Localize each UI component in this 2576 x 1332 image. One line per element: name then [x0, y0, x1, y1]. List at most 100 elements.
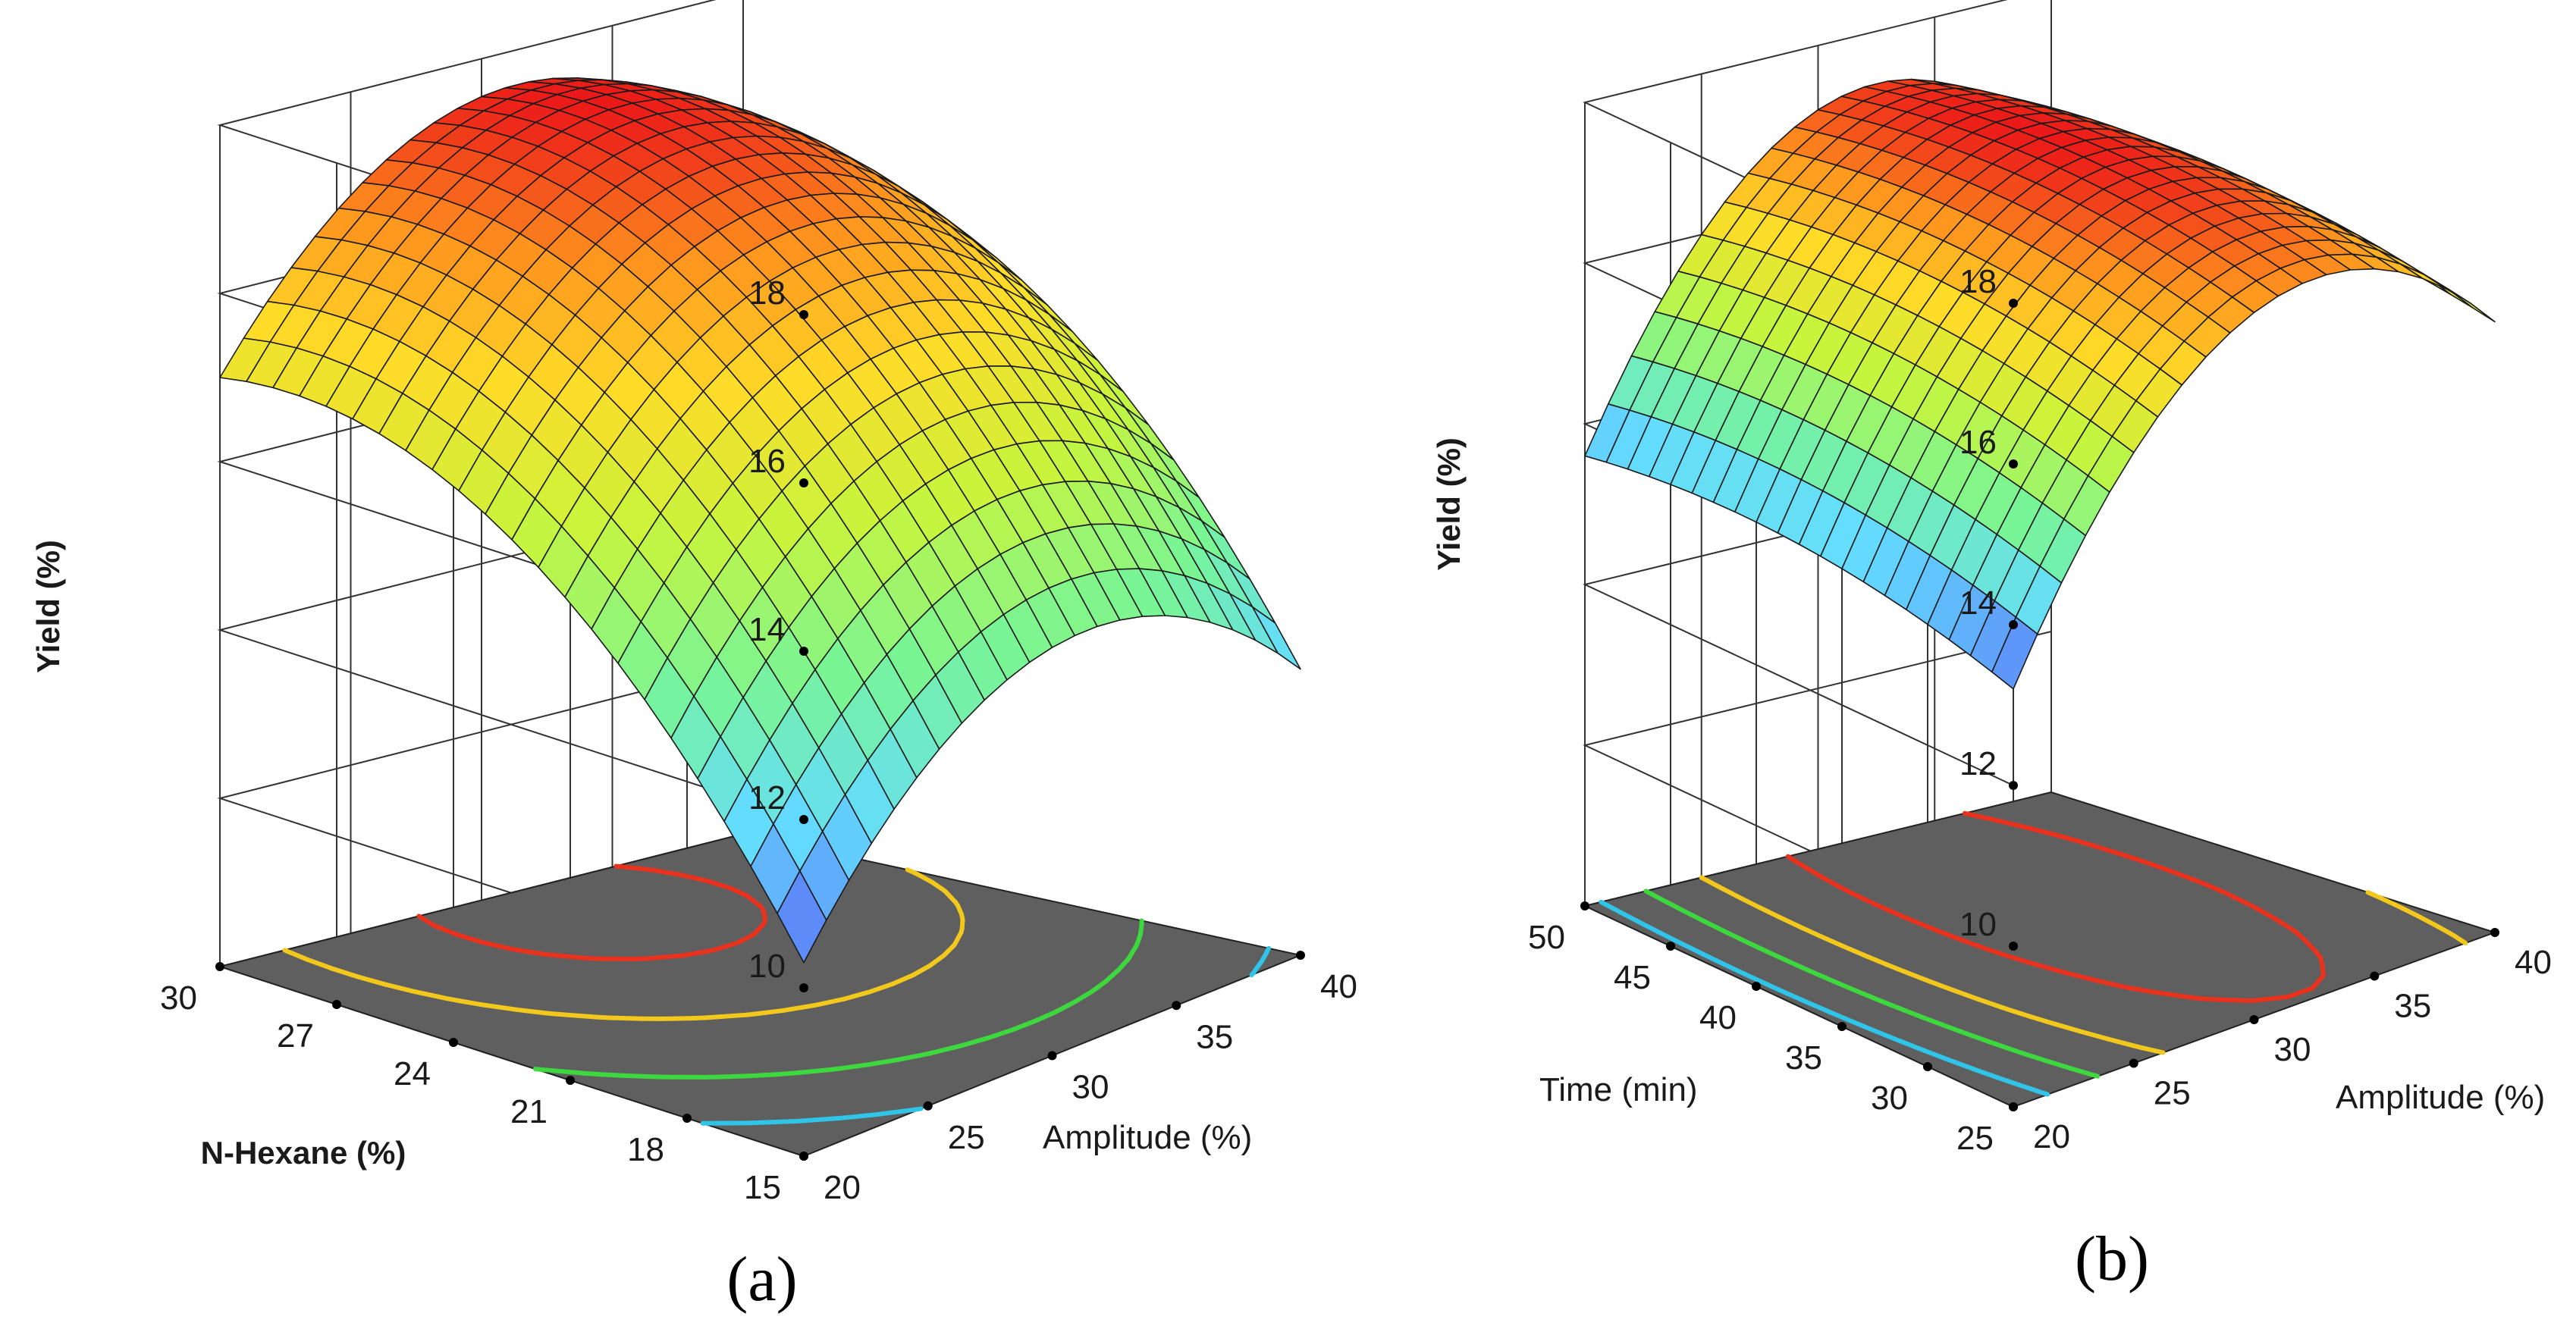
contour-segment — [1976, 997, 2006, 1011]
contour-segment — [2068, 836, 2097, 848]
y-tick-marker — [799, 1152, 808, 1161]
contour-segment — [2249, 997, 2268, 1004]
panel-b-x-axis-label: Amplitude (%) — [2336, 1079, 2545, 1116]
contour-segment — [1662, 898, 1687, 914]
panel-b-surface — [1584, 78, 2496, 690]
z-tick-label: 10 — [748, 948, 786, 985]
contour-segment — [597, 1072, 627, 1078]
contour-segment — [1743, 939, 1769, 954]
x-tick-label: 40 — [2515, 944, 2552, 981]
contour-segment — [846, 989, 873, 1000]
contour-segment — [2007, 1008, 2031, 1019]
contour-segment — [1638, 920, 1663, 936]
contour-segment — [433, 923, 460, 937]
contour-segment — [2431, 922, 2453, 936]
contour-segment — [2396, 904, 2420, 918]
contour-segment — [1818, 874, 1841, 889]
z-tick-marker — [799, 478, 808, 487]
contour-segment — [1999, 951, 2014, 960]
z-tick-label: 12 — [748, 779, 786, 816]
panel-a-surface — [219, 77, 1301, 964]
contour-segment — [2043, 829, 2066, 839]
contour-segment — [1961, 939, 1990, 952]
contour-segment — [1763, 981, 1790, 996]
contour-segment — [2009, 954, 2040, 967]
x-tick-label: 20 — [824, 1169, 861, 1206]
contour-segment — [1852, 1020, 1880, 1035]
contour-segment — [416, 914, 436, 928]
y-tick-marker — [566, 1076, 575, 1085]
contour-segment — [1599, 899, 1624, 915]
contour-segment — [1968, 1033, 1997, 1046]
panel-a-z-axis-label: Yield (%) — [30, 540, 66, 673]
contour-segment — [1920, 1015, 1949, 1029]
contour-segment — [543, 951, 587, 961]
contour-segment — [1797, 924, 1823, 939]
contour-segment — [514, 1007, 548, 1016]
y-tick-marker — [1752, 982, 1761, 991]
contour-segment — [1917, 921, 1944, 935]
contour-segment — [2078, 1029, 2110, 1042]
contour-segment — [985, 1027, 1015, 1041]
contour-segment — [606, 1015, 645, 1021]
contour-segment — [745, 894, 764, 909]
contour-segment — [413, 989, 450, 1001]
contour-segment — [1737, 895, 1762, 910]
contour-segment — [830, 1066, 841, 1072]
contour-segment — [930, 1043, 964, 1055]
z-tick-label: 14 — [1959, 585, 1997, 622]
contour-segment — [959, 1036, 990, 1048]
contour-segment — [679, 873, 710, 884]
contour-segment — [1962, 810, 1995, 822]
contour-segment — [2147, 989, 2185, 999]
contour-segment — [1807, 1001, 1834, 1016]
contour-segment — [454, 932, 485, 945]
contour-segment — [773, 1070, 795, 1077]
contour-segment — [927, 953, 946, 968]
contour-segment — [2286, 986, 2315, 999]
contour-segment — [2217, 997, 2254, 1004]
contour-segment — [1975, 1067, 2000, 1080]
x-tick-label: 40 — [1320, 968, 1357, 1005]
panel-a-ticks: 10 12 14 16 18 20 25 30 35 40 15 18 21 24 27 30 — [160, 274, 1357, 1206]
contour-segment — [2256, 907, 2278, 921]
contour-segment — [1897, 1006, 1925, 1020]
y-tick-label: 25 — [1956, 1120, 1994, 1157]
x-tick-label: 35 — [1196, 1018, 1233, 1055]
x-tick-label: 25 — [2154, 1075, 2191, 1112]
contour-segment — [2180, 873, 2206, 886]
contour-segment — [905, 867, 919, 876]
contour-segment — [478, 1001, 519, 1012]
y-tick-label: 27 — [277, 1017, 314, 1055]
contour-segment — [2126, 985, 2152, 994]
contour-segment — [1263, 945, 1272, 956]
contour-segment — [2273, 916, 2293, 931]
contour-segment — [1807, 968, 1834, 983]
contour-segment — [1922, 1048, 1951, 1062]
contour-segment — [622, 1073, 658, 1080]
contour-segment — [2139, 1045, 2166, 1055]
contour-segment — [543, 1011, 557, 1017]
z-tick-label: 10 — [1959, 906, 1997, 943]
panel-a-surface-plot: 10 12 14 16 18 20 25 30 35 40 15 18 21 24 27 30 Yield (… — [30, 0, 1357, 1315]
y-tick-label: 15 — [744, 1169, 781, 1206]
contour-segment — [704, 1012, 749, 1020]
contour-segment — [2301, 936, 2317, 953]
panel-a-caption: (a) — [726, 1244, 797, 1315]
z-tick-label: 12 — [1959, 745, 1997, 782]
contour-segment — [2025, 1014, 2057, 1026]
z-tick-marker — [2009, 299, 2018, 308]
contour-segment — [648, 867, 684, 878]
contour-segment — [1784, 991, 1812, 1006]
y-tick-label: 30 — [160, 979, 197, 1017]
contour-segment — [629, 956, 649, 962]
contour-segment — [2159, 865, 2185, 878]
contour-segment — [1777, 914, 1803, 929]
z-tick-label: 16 — [1959, 424, 1997, 461]
contour-segment — [744, 1011, 757, 1017]
surface-cell — [2448, 288, 2496, 323]
x-tick-marker — [923, 1101, 933, 1111]
panel-b-ticks: 10 12 14 16 18 20 25 30 35 40 25 30 35 40 45 50 — [1528, 263, 2552, 1157]
contour-segment — [613, 863, 648, 872]
contour-segment — [865, 1057, 904, 1067]
